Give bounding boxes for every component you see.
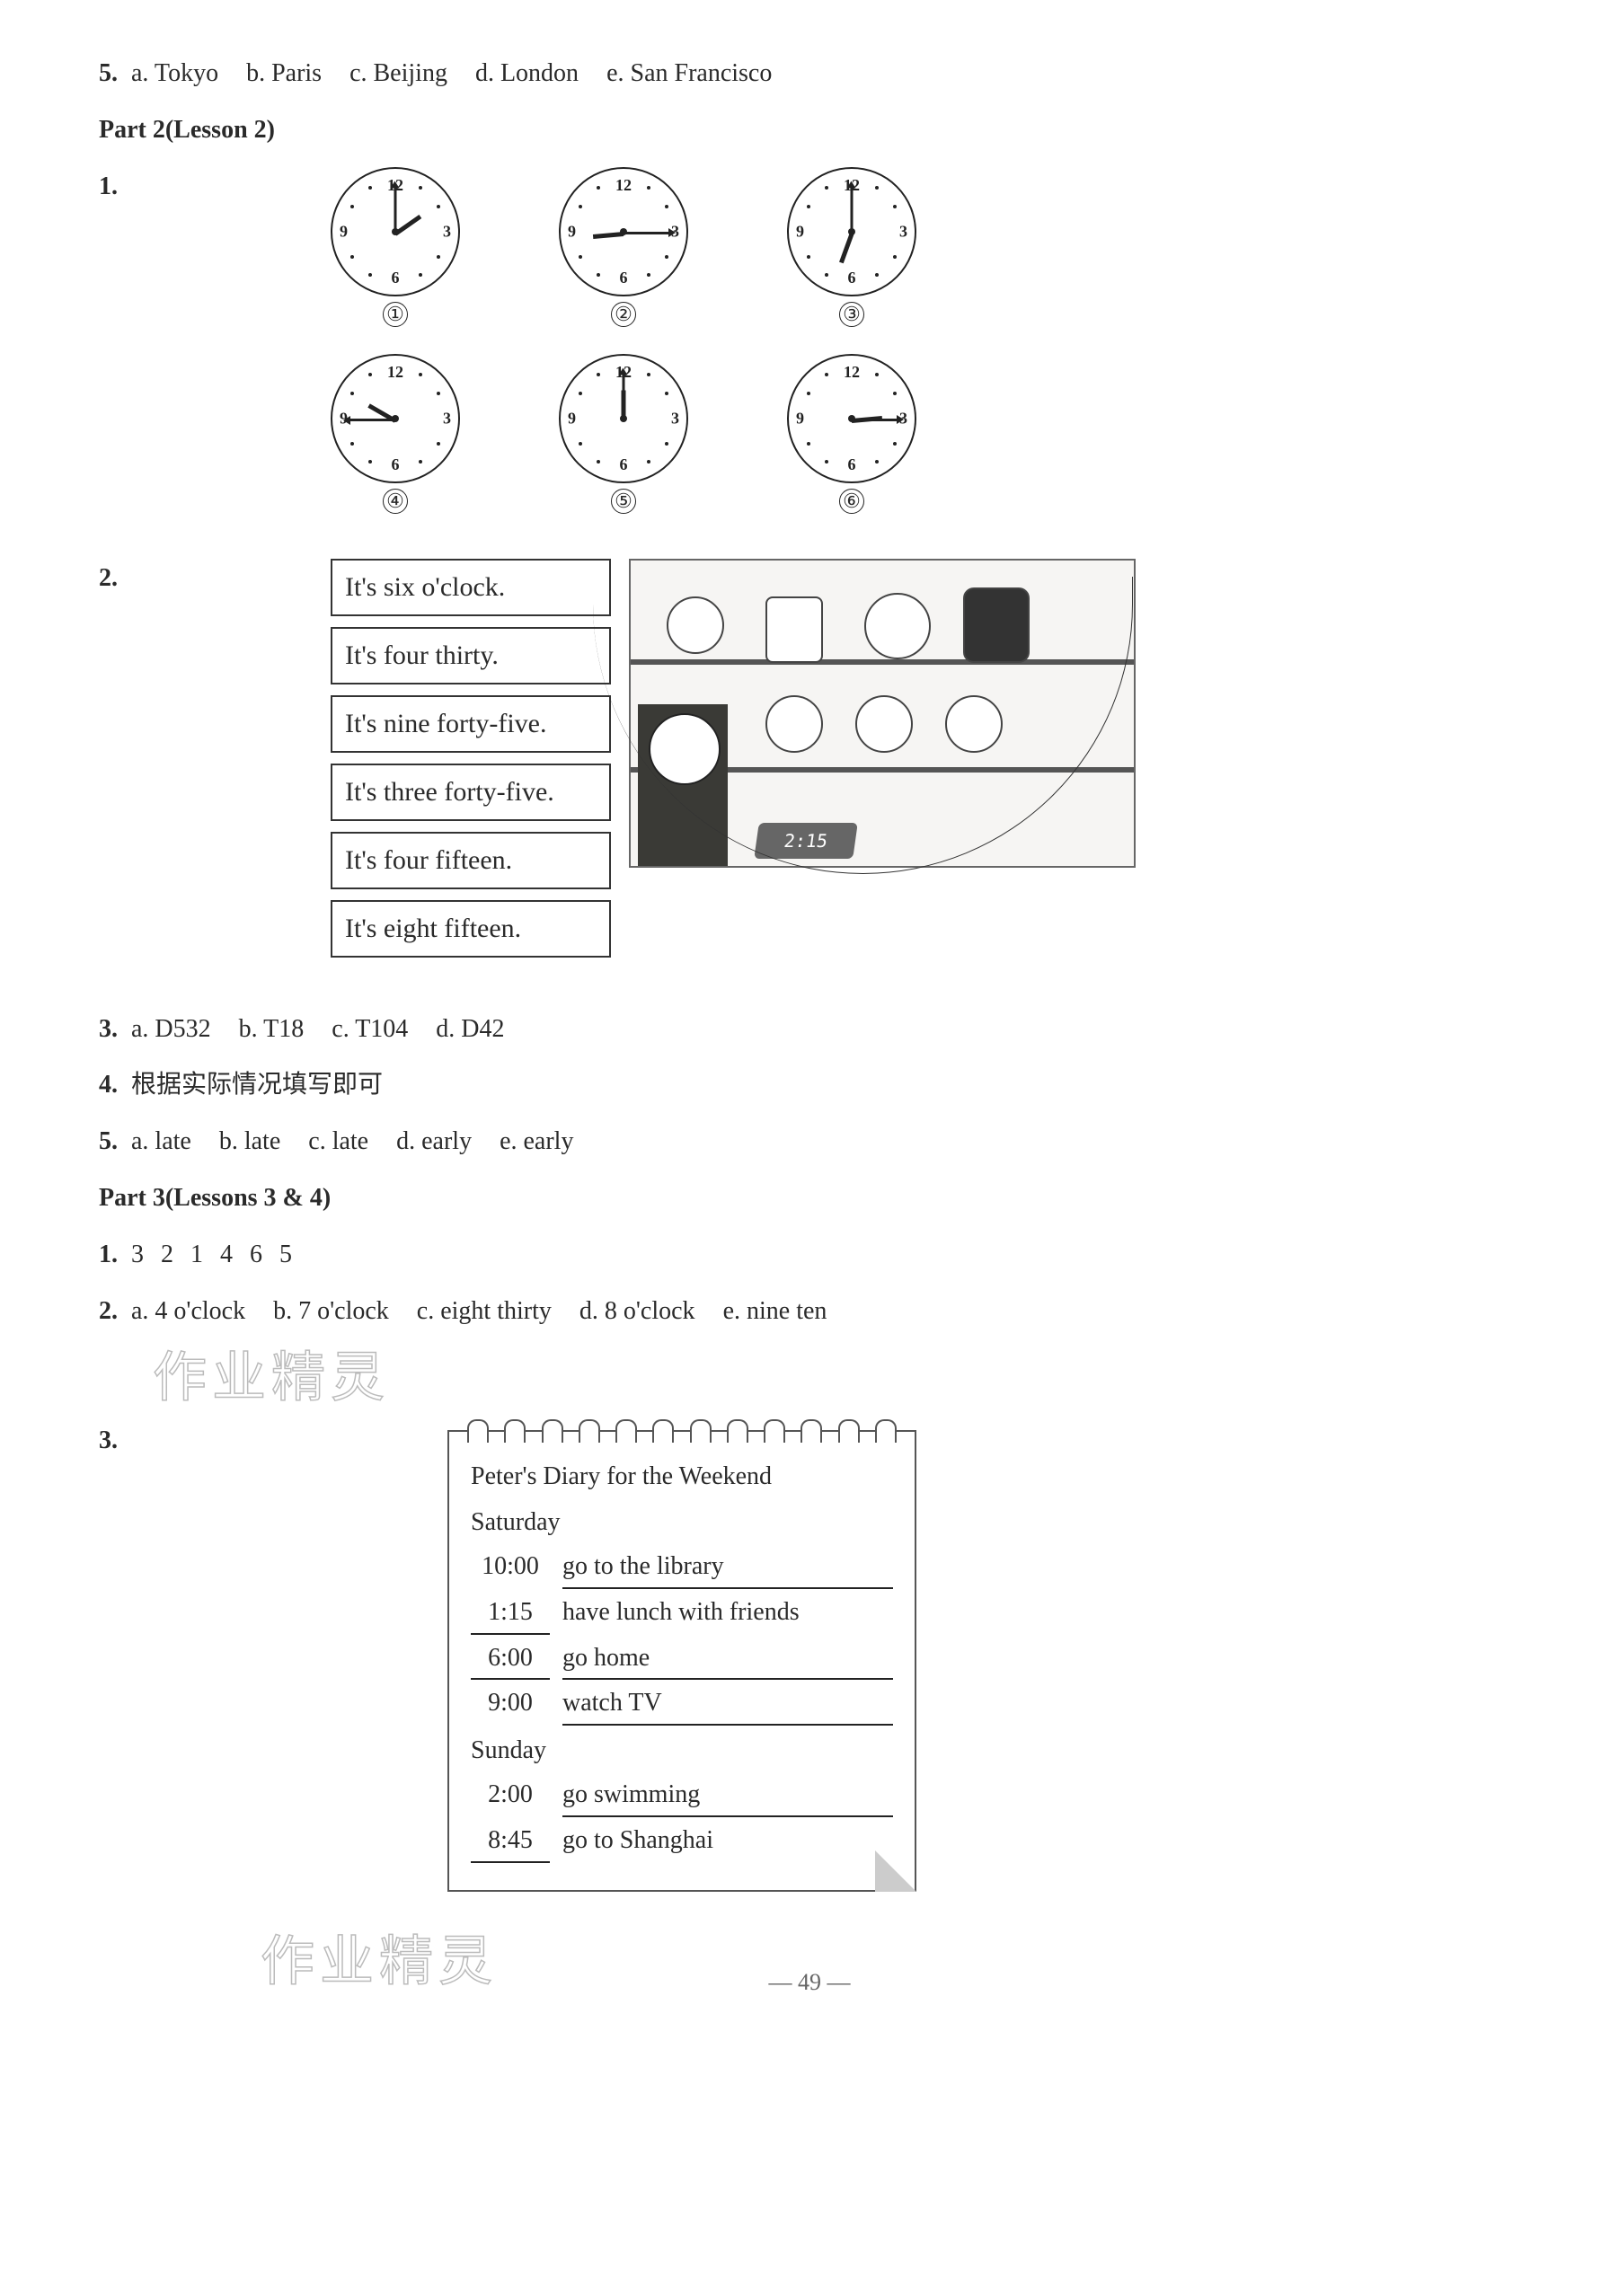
diary-time: 2:00 — [471, 1775, 550, 1815]
q-num: 4. — [99, 1071, 118, 1099]
opt: c. late — [308, 1122, 368, 1162]
clock: 12369⑥ — [787, 354, 916, 514]
q-num: 1. — [99, 167, 135, 541]
p2q1: 1. 12369① 12369② 12369③ 12369④ 12369⑤ 12369⑥ — [99, 167, 1520, 541]
p3q3: 3. Peter's Diary for the Weekend Saturda… — [99, 1421, 1520, 1891]
diary-day: Saturday — [471, 1503, 893, 1543]
p3q1: 1. 3 2 1 4 6 5 — [99, 1235, 1520, 1276]
opt: c. T104 — [332, 1010, 408, 1050]
opt: d. D42 — [436, 1010, 504, 1050]
p2q3: 3. a. D532 b. T18 c. T104 d. D42 — [99, 1010, 1520, 1050]
q-num: 2. — [99, 559, 135, 958]
clock: 12369① — [331, 167, 460, 327]
time-box: It's four fifteen. — [331, 832, 611, 889]
time-box: It's six o'clock. — [331, 559, 611, 616]
q-num: 3. — [99, 1015, 118, 1043]
diary-activity: go swimming — [562, 1775, 893, 1817]
diary-time: 8:45 — [471, 1821, 550, 1863]
q-num: 1. — [99, 1241, 118, 1268]
diary-time: 10:00 — [471, 1547, 550, 1587]
diary-activity: go to the library — [562, 1547, 893, 1589]
q-num: 2. — [99, 1297, 118, 1325]
clock-label: ⑥ — [839, 489, 864, 514]
p2q2: 2. It's six o'clock.It's four thirty.It'… — [99, 559, 1520, 958]
diary-activity: go to Shanghai — [562, 1821, 893, 1861]
diary-title: Peter's Diary for the Weekend — [471, 1457, 893, 1497]
sequence: 3 2 1 4 6 5 — [131, 1241, 297, 1268]
opt: c. eight thirty — [417, 1292, 552, 1332]
clock-area: 12369① 12369② 12369③ 12369④ 12369⑤ 12369⑥ — [331, 167, 916, 541]
answer-text: 根据实际情况填写即可 — [131, 1071, 383, 1099]
time-box: It's eight fifteen. — [331, 900, 611, 958]
watermark: 作业精灵 — [153, 1335, 1520, 1421]
time-box-list: It's six o'clock. It's four thirty. It's n… — [331, 559, 611, 958]
clock-label: ② — [611, 302, 636, 327]
opt: e. nine ten — [723, 1292, 827, 1332]
clock: 12369⑤ — [559, 354, 688, 514]
page-curl-icon — [875, 1850, 916, 1892]
clock-label: ③ — [839, 302, 864, 327]
opt: b. Paris — [246, 54, 322, 94]
time-box: It's three forty-five. — [331, 764, 611, 821]
clock: 12369② — [559, 167, 688, 327]
opt: c. Beijing — [349, 54, 447, 94]
clock-label: ⑤ — [611, 489, 636, 514]
q-num: 5. — [99, 59, 118, 87]
diary-time: 1:15 — [471, 1593, 550, 1635]
opt: a. Tokyo — [131, 54, 218, 94]
diary-row: 6:00 go home — [471, 1638, 893, 1681]
diary-notepad: Peter's Diary for the Weekend Saturday 1… — [447, 1430, 916, 1891]
diary-time: 9:00 — [471, 1683, 550, 1724]
diary-row: 8:45 go to Shanghai — [471, 1821, 893, 1863]
opt: a. 4 o'clock — [131, 1292, 245, 1332]
diary-row: 1:15 have lunch with friends — [471, 1593, 893, 1635]
part2-heading: Part 2(Lesson 2) — [99, 110, 1520, 151]
time-box: It's nine forty-five. — [331, 695, 611, 753]
opt: a. late — [131, 1122, 191, 1162]
spiral-icon — [467, 1419, 897, 1443]
opt: e. San Francisco — [606, 54, 772, 94]
opt: b. late — [219, 1122, 280, 1162]
diary-time: 6:00 — [471, 1638, 550, 1681]
diary-day: Sunday — [471, 1731, 893, 1771]
diary-activity: watch TV — [562, 1683, 893, 1726]
clock-label: ① — [383, 302, 408, 327]
p2q5: 5. a. late b. late c. late d. early e. e… — [99, 1122, 1520, 1162]
opt: a. D532 — [131, 1010, 211, 1050]
q5-top: 5. a. Tokyo b. Paris c. Beijing d. Londo… — [99, 54, 1520, 94]
q-num: 3. — [99, 1421, 135, 1891]
opt: d. 8 o'clock — [579, 1292, 695, 1332]
clock: 12369④ — [331, 354, 460, 514]
diary-activity: have lunch with friends — [562, 1593, 893, 1633]
diary-row: 10:00 go to the library — [471, 1547, 893, 1589]
diary-row: 9:00 watch TV — [471, 1683, 893, 1726]
time-box: It's four thirty. — [331, 627, 611, 684]
p2q4: 4. 根据实际情况填写即可 — [99, 1065, 1520, 1106]
opt: b. T18 — [239, 1010, 305, 1050]
opt: d. early — [396, 1122, 472, 1162]
opt: b. 7 o'clock — [273, 1292, 389, 1332]
diary-row: 2:00 go swimming — [471, 1775, 893, 1817]
diary-activity: go home — [562, 1638, 893, 1681]
opt: e. early — [500, 1122, 573, 1162]
q-num: 5. — [99, 1127, 118, 1155]
watermark: 作业精灵 — [261, 1919, 1520, 2005]
clock-label: ④ — [383, 489, 408, 514]
part3-heading: Part 3(Lessons 3 & 4) — [99, 1179, 1520, 1219]
opt: d. London — [475, 54, 579, 94]
clock: 12369③ — [787, 167, 916, 327]
p3q2: 2. a. 4 o'clock b. 7 o'clock c. eight th… — [99, 1292, 1520, 1332]
